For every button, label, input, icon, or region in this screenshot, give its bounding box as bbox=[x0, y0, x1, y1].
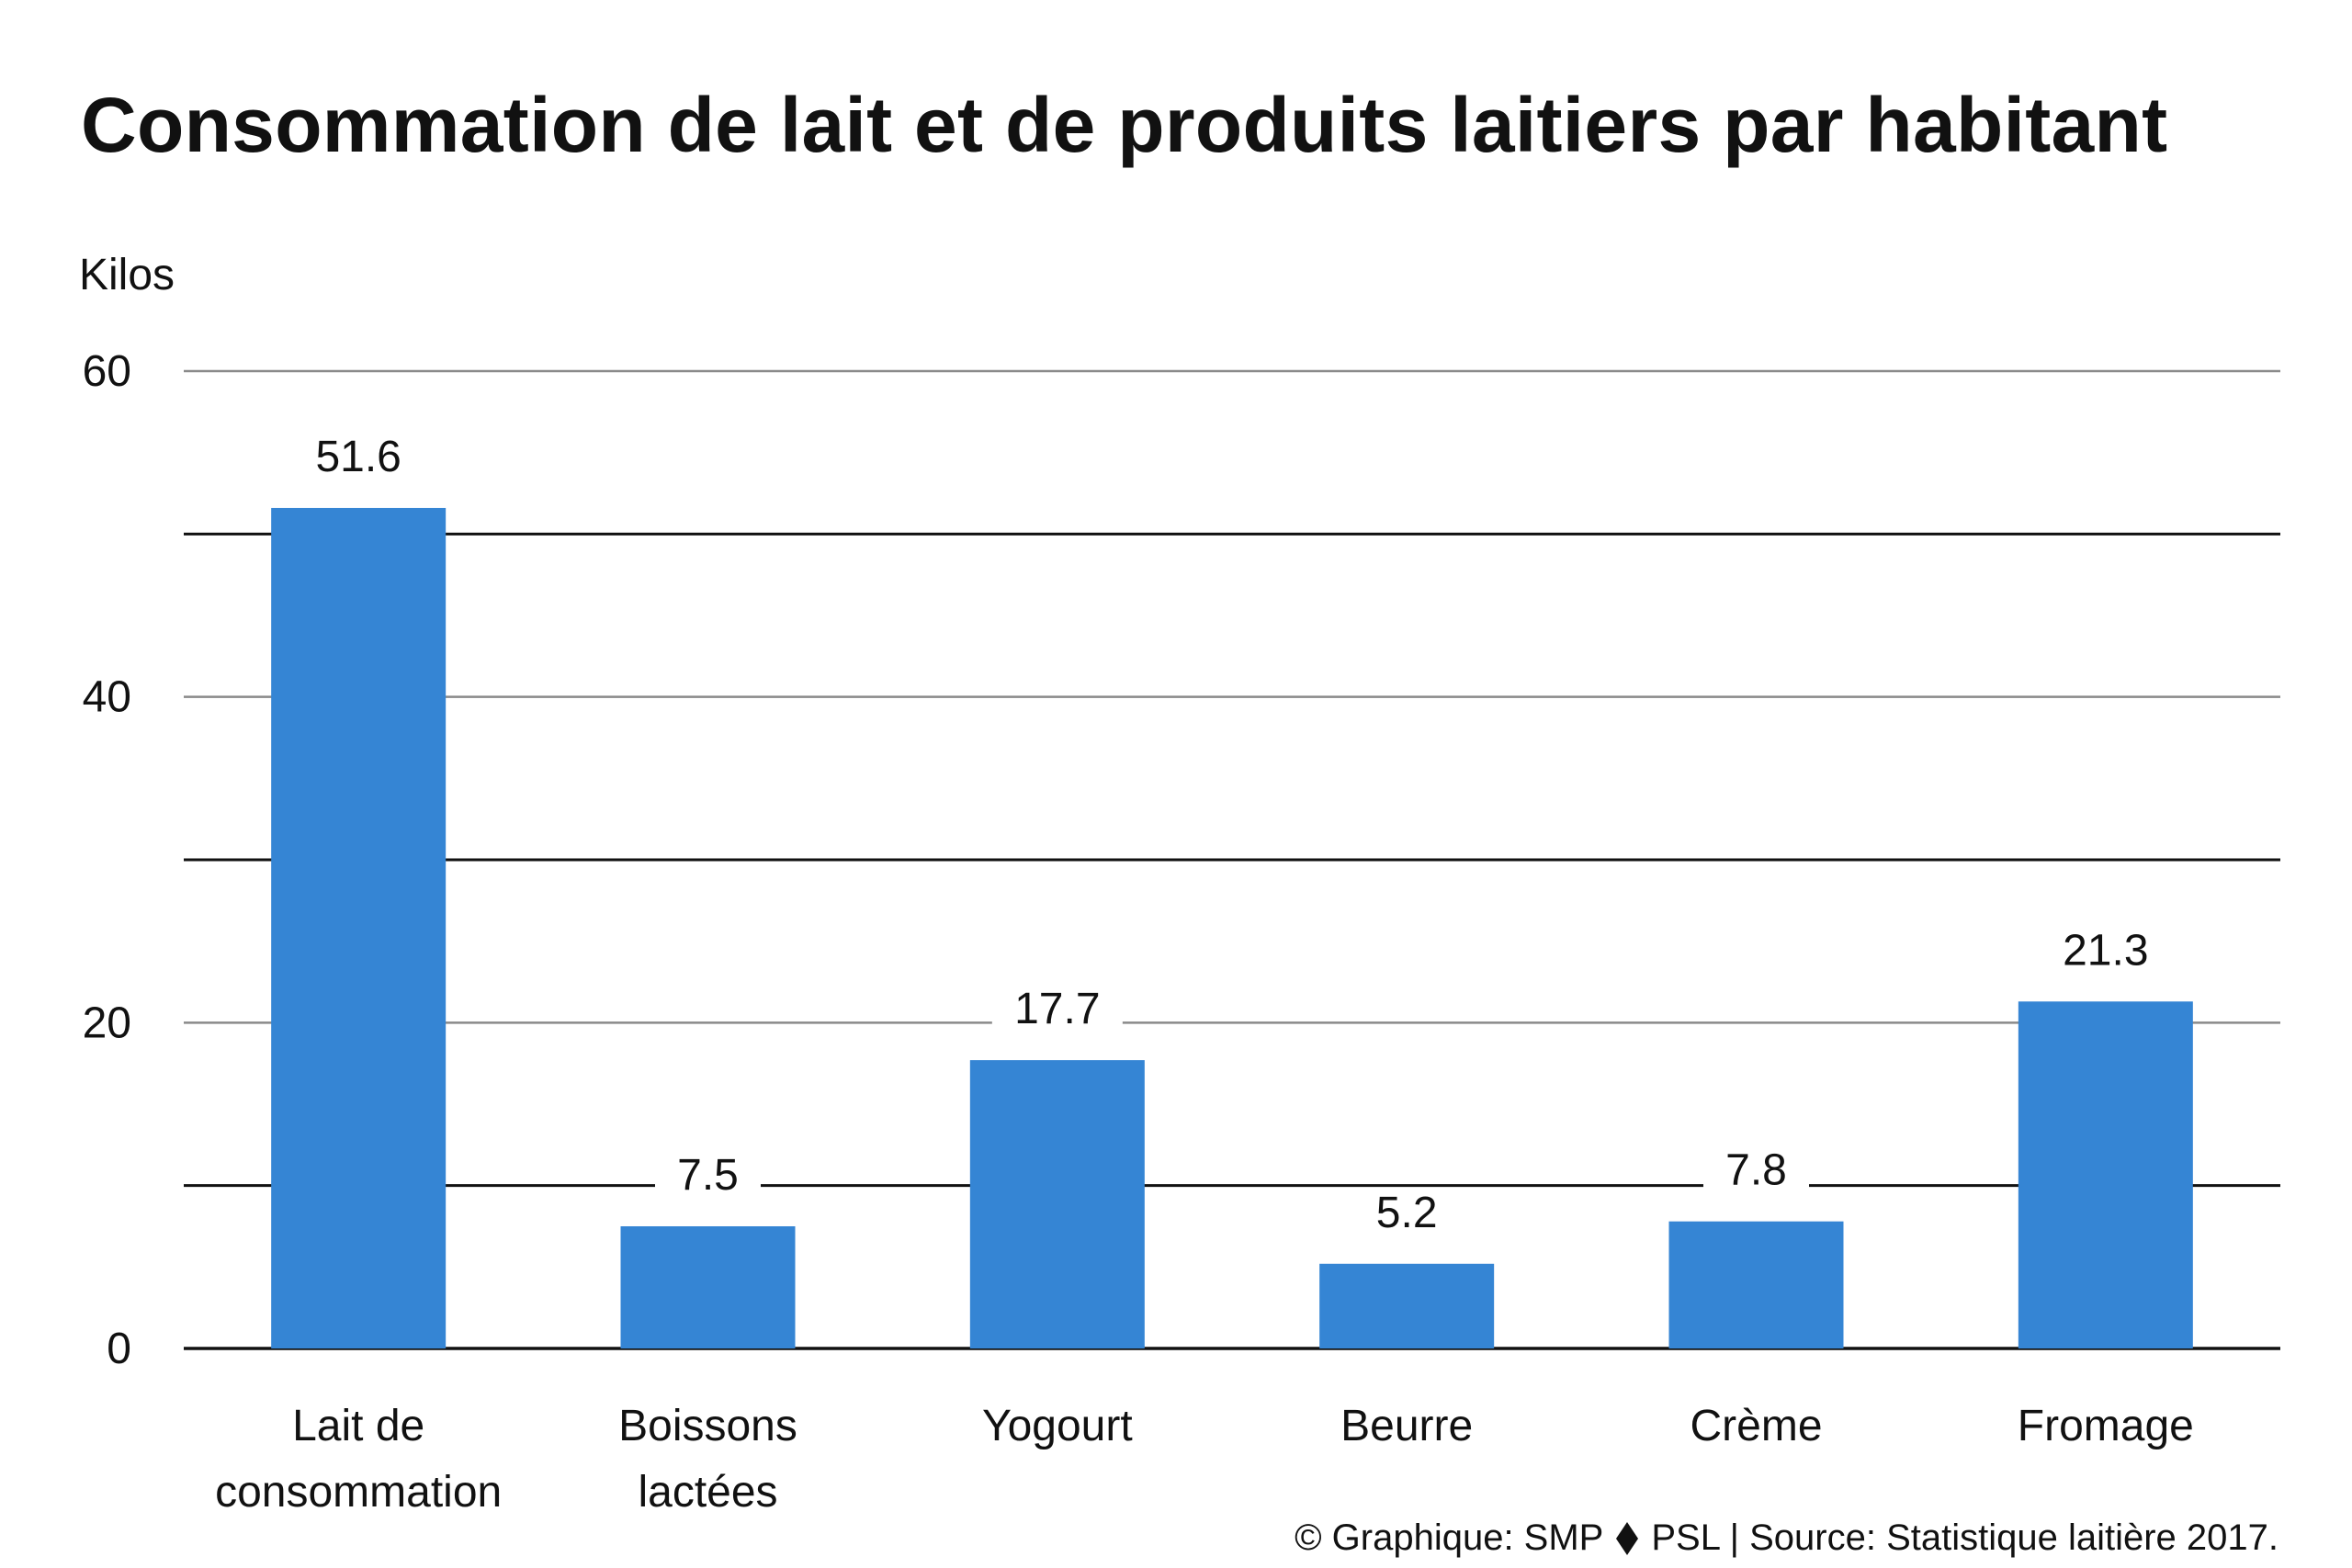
value-label-backing bbox=[1353, 1190, 1460, 1238]
bars bbox=[271, 507, 2193, 1348]
category-label: Fromage bbox=[2018, 1402, 2194, 1450]
value-label-backing bbox=[293, 434, 424, 482]
category-label: Beurre bbox=[1340, 1402, 1473, 1450]
y-tick-label: 40 bbox=[83, 673, 131, 722]
value-label-backing bbox=[655, 1153, 761, 1201]
value-label: 17.7 bbox=[1014, 985, 1100, 1033]
value-label-backing bbox=[991, 987, 1123, 1035]
bar bbox=[620, 1226, 796, 1348]
bar bbox=[969, 1060, 1145, 1348]
y-tick-label: 20 bbox=[83, 998, 131, 1047]
bar bbox=[1668, 1221, 1844, 1348]
value-label: 21.3 bbox=[2063, 926, 2148, 975]
source-credit: © Graphique: SMP PSL | Source: Statistiq… bbox=[1295, 1517, 2278, 1559]
category-label: Crème bbox=[1690, 1402, 1822, 1450]
category-label: Yogourt bbox=[982, 1402, 1133, 1450]
category-label: Lait de consommation bbox=[215, 1402, 502, 1517]
value-label: 7.5 bbox=[677, 1151, 739, 1200]
credit-graphic-text: © Graphique: SMP bbox=[1295, 1517, 1604, 1558]
x-axis-labels: Lait de consommation Boissons lactées Yogour… bbox=[215, 1402, 2194, 1517]
diamond-icon bbox=[1616, 1521, 1639, 1555]
value-labels: 51.6 7.5 17.7 5.2 7.8 21.3 bbox=[293, 433, 2171, 1238]
bar bbox=[1319, 1263, 1495, 1348]
chart-title: Consommation de lait et de produits lait… bbox=[81, 82, 2168, 168]
y-axis-ticks: 0 20 40 60 bbox=[83, 347, 131, 1373]
category-label: Boissons lactées bbox=[618, 1402, 797, 1517]
gridlines bbox=[184, 369, 2280, 1350]
value-label-backing bbox=[1703, 1147, 1809, 1196]
y-axis-unit-label: Kilos bbox=[79, 251, 175, 299]
bar bbox=[271, 507, 447, 1348]
value-label: 51.6 bbox=[315, 433, 401, 481]
credit-source-text: PSL | Source: Statistique laitière 2017. bbox=[1651, 1517, 2278, 1558]
y-tick-label: 60 bbox=[83, 347, 131, 396]
value-label-backing bbox=[2040, 928, 2171, 976]
value-label: 7.8 bbox=[1725, 1146, 1787, 1195]
bar bbox=[2018, 1001, 2193, 1348]
value-label: 5.2 bbox=[1376, 1189, 1438, 1237]
y-tick-label: 0 bbox=[107, 1325, 131, 1373]
